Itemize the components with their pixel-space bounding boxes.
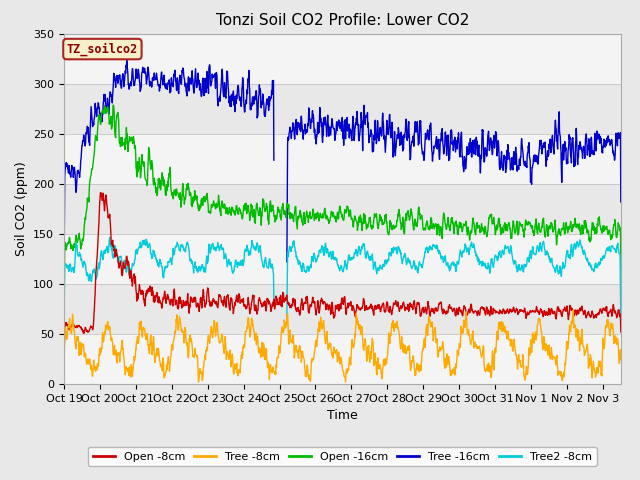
Open -16cm — [308, 213, 316, 219]
Open -16cm — [126, 138, 134, 144]
Tree -8cm — [308, 359, 316, 365]
Tree -16cm — [126, 81, 134, 87]
Bar — [64, 34, 621, 84]
Tree -16cm — [378, 131, 385, 137]
Bar — [64, 134, 621, 184]
Open -8cm — [318, 297, 326, 303]
Open -8cm — [297, 307, 305, 313]
Line: Tree -16cm: Tree -16cm — [64, 60, 621, 278]
Tree -16cm — [617, 199, 625, 205]
Line: Tree2 -8cm: Tree2 -8cm — [64, 238, 621, 326]
Line: Open -8cm: Open -8cm — [64, 192, 621, 356]
Open -8cm — [617, 329, 625, 335]
Tree -8cm — [569, 308, 577, 313]
Tree -16cm — [60, 275, 68, 281]
Text: TZ_soilco2: TZ_soilco2 — [67, 42, 138, 56]
Open -8cm — [126, 272, 134, 278]
Tree -8cm — [297, 348, 305, 354]
X-axis label: Time: Time — [327, 409, 358, 422]
Open -16cm — [109, 102, 117, 108]
Tree2 -8cm — [126, 268, 134, 274]
Open -8cm — [60, 353, 68, 359]
Line: Tree -8cm: Tree -8cm — [64, 311, 621, 382]
Tree -8cm — [195, 379, 202, 385]
Y-axis label: Soil CO2 (ppm): Soil CO2 (ppm) — [15, 161, 28, 256]
Tree -8cm — [318, 326, 326, 332]
Tree2 -8cm — [103, 244, 111, 250]
Tree2 -8cm — [308, 256, 316, 262]
Line: Open -16cm: Open -16cm — [64, 105, 621, 319]
Tree2 -8cm — [378, 266, 385, 272]
Open -16cm — [60, 316, 68, 322]
Bar — [64, 234, 621, 284]
Open -8cm — [378, 303, 385, 309]
Open -8cm — [104, 206, 111, 212]
Tree -8cm — [617, 356, 625, 362]
Tree -16cm — [103, 102, 111, 108]
Open -16cm — [617, 266, 625, 272]
Tree -16cm — [308, 112, 316, 118]
Tree -8cm — [60, 359, 68, 364]
Tree2 -8cm — [297, 264, 305, 270]
Tree2 -8cm — [318, 246, 326, 252]
Tree2 -8cm — [60, 323, 68, 329]
Tree2 -8cm — [617, 316, 625, 322]
Open -16cm — [318, 213, 326, 219]
Open -16cm — [297, 210, 305, 216]
Open -8cm — [97, 190, 104, 195]
Tree -8cm — [126, 370, 134, 376]
Bar — [64, 334, 621, 384]
Open -8cm — [308, 299, 316, 305]
Open -16cm — [378, 218, 385, 224]
Title: Tonzi Soil CO2 Profile: Lower CO2: Tonzi Soil CO2 Profile: Lower CO2 — [216, 13, 469, 28]
Tree -16cm — [297, 129, 305, 134]
Tree -16cm — [318, 134, 326, 140]
Open -16cm — [103, 108, 111, 114]
Tree -8cm — [378, 371, 385, 376]
Tree -8cm — [103, 322, 111, 327]
Legend: Open -8cm, Tree -8cm, Open -16cm, Tree -16cm, Tree2 -8cm: Open -8cm, Tree -8cm, Open -16cm, Tree -… — [88, 447, 596, 466]
